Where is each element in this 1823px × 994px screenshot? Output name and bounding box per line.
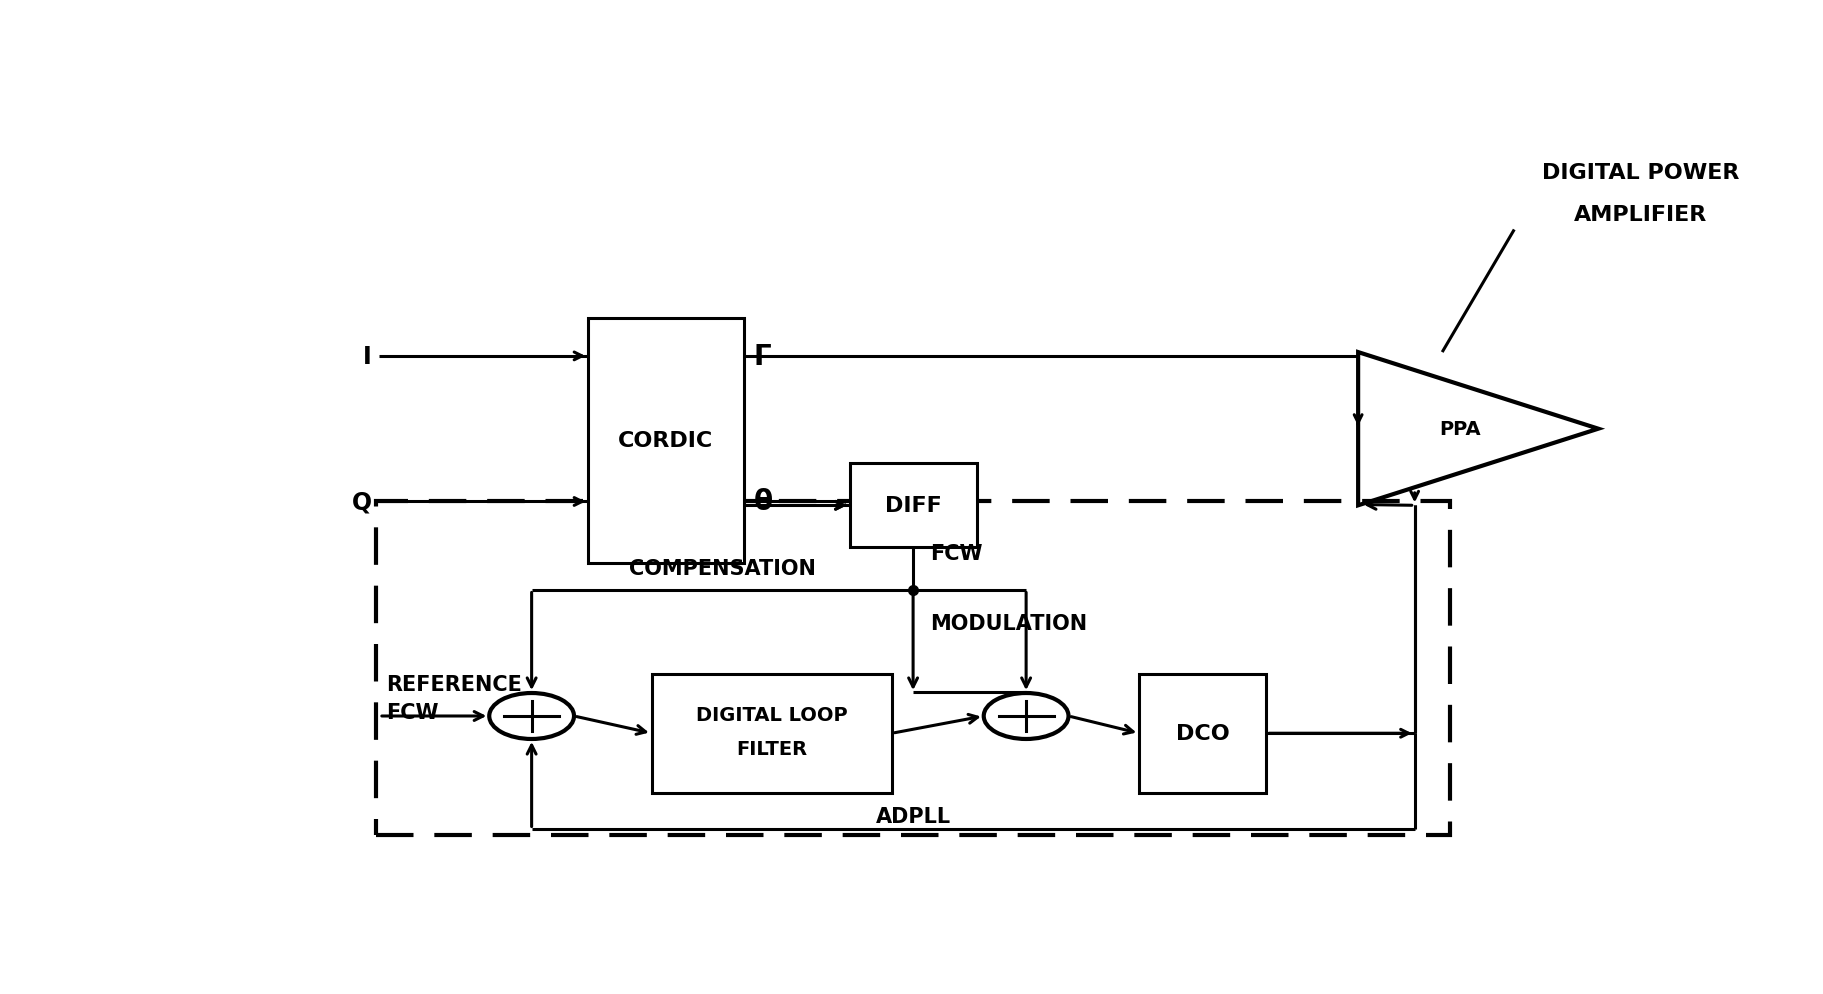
Bar xyxy=(376,502,1449,835)
Bar xyxy=(653,674,891,793)
Text: FCW: FCW xyxy=(930,544,983,564)
Text: DIGITAL POWER: DIGITAL POWER xyxy=(1542,163,1739,183)
Text: COMPENSATION: COMPENSATION xyxy=(629,559,817,579)
Text: AMPLIFIER: AMPLIFIER xyxy=(1573,205,1708,225)
Text: ADPLL: ADPLL xyxy=(875,806,950,826)
Text: DCO: DCO xyxy=(1176,724,1229,744)
Text: CORDIC: CORDIC xyxy=(618,430,713,450)
Text: Q: Q xyxy=(352,490,372,514)
Text: PPA: PPA xyxy=(1440,419,1480,438)
Bar xyxy=(1139,674,1267,793)
Text: DIFF: DIFF xyxy=(884,496,941,516)
Text: Γ: Γ xyxy=(753,343,771,371)
Text: FILTER: FILTER xyxy=(736,740,808,758)
Text: MODULATION: MODULATION xyxy=(930,613,1087,633)
Text: I: I xyxy=(363,345,372,369)
Text: DIGITAL LOOP: DIGITAL LOOP xyxy=(696,705,848,724)
Text: REFERENCE: REFERENCE xyxy=(386,674,521,694)
Bar xyxy=(589,318,744,564)
Text: θ: θ xyxy=(753,488,773,516)
Text: FCW: FCW xyxy=(386,703,439,723)
Bar xyxy=(850,463,977,548)
